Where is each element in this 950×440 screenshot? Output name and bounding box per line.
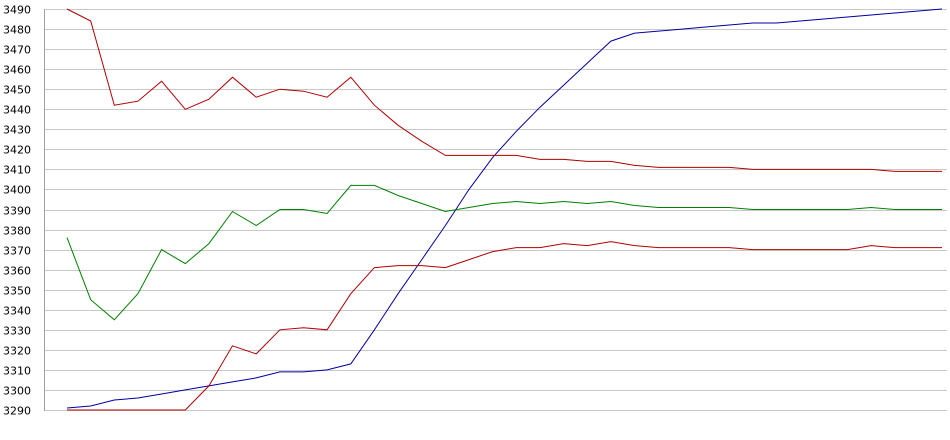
series-line-2 xyxy=(66,8,942,172)
y-tick-label: 3330 xyxy=(3,325,31,338)
y-tick-label: 3300 xyxy=(3,385,31,398)
y-tick-label: 3450 xyxy=(3,84,31,97)
y-tick-label: 3350 xyxy=(3,285,31,298)
gridlines xyxy=(44,9,947,411)
y-tick-label: 3310 xyxy=(3,365,31,378)
y-tick-label: 3390 xyxy=(3,205,31,218)
series-line-3 xyxy=(66,184,942,321)
y-tick-label: 3400 xyxy=(3,184,31,197)
y-tick-label: 3480 xyxy=(3,24,31,37)
y-tick-label: 3430 xyxy=(3,124,31,137)
y-tick-label: 3360 xyxy=(3,265,31,278)
y-tick-label: 3410 xyxy=(3,164,31,177)
y-tick-label: 3320 xyxy=(3,345,31,358)
series-line-1 xyxy=(66,8,943,409)
y-tick-label: 3470 xyxy=(3,44,31,57)
y-tick-label: 3490 xyxy=(3,4,31,17)
y-axis-tick-labels: 3490 3480 3470 3460 3450 3440 3430 3420 3410 3400… xyxy=(3,4,31,418)
y-tick-label: 3290 xyxy=(3,405,31,418)
y-tick-label: 3440 xyxy=(3,104,31,117)
y-tick-label: 3420 xyxy=(3,144,31,157)
y-tick-label: 3380 xyxy=(3,225,31,238)
y-tick-label: 3340 xyxy=(3,305,31,318)
y-tick-label: 3370 xyxy=(3,245,31,258)
series-line-4 xyxy=(67,241,942,411)
y-tick-label: 3460 xyxy=(3,64,31,77)
series-lines xyxy=(66,8,943,411)
